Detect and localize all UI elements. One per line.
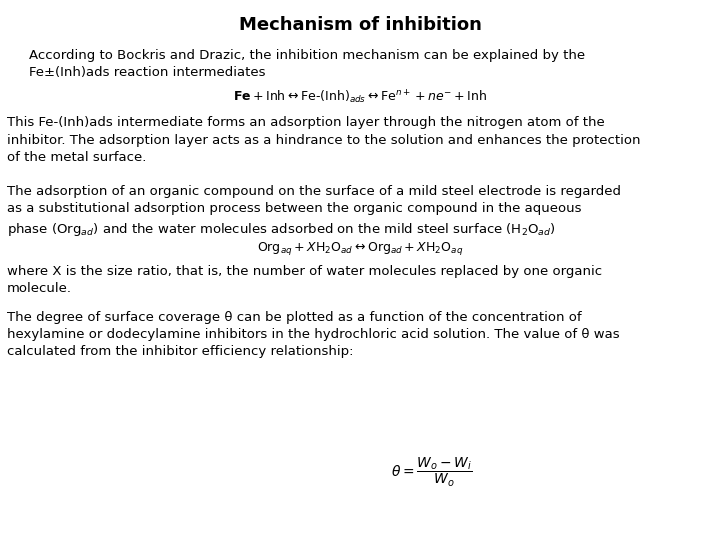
Text: Mechanism of inhibition: Mechanism of inhibition	[238, 16, 482, 34]
Text: This Fe-(Inh)ads intermediate forms an adsorption layer through the nitrogen ato: This Fe-(Inh)ads intermediate forms an a…	[7, 116, 641, 164]
Text: According to Bockris and Drazic, the inhibition mechanism can be explained by th: According to Bockris and Drazic, the inh…	[29, 49, 585, 62]
Text: $\mathrm{Org}_{aq} + X\mathrm{H_2O}_{ad} \leftrightarrow \mathrm{Org}_{ad} + X\m: $\mathrm{Org}_{aq} + X\mathrm{H_2O}_{ad}…	[257, 240, 463, 257]
Text: Fe±(Inh)ads reaction intermediates: Fe±(Inh)ads reaction intermediates	[29, 66, 265, 79]
Text: The adsorption of an organic compound on the surface of a mild steel electrode i: The adsorption of an organic compound on…	[7, 185, 621, 238]
Text: The degree of surface coverage θ can be plotted as a function of the concentrati: The degree of surface coverage θ can be …	[7, 310, 620, 359]
Text: $\mathbf{Fe} + \mathrm{Inh} \leftrightarrow \mathrm{Fe}\text{-}(\mathrm{Inh})_{a: $\mathbf{Fe} + \mathrm{Inh} \leftrightar…	[233, 89, 487, 106]
Text: where X is the size ratio, that is, the number of water molecules replaced by on: where X is the size ratio, that is, the …	[7, 265, 603, 295]
Text: $\theta = \dfrac{W_o - W_i}{W_o}$: $\theta = \dfrac{W_o - W_i}{W_o}$	[391, 456, 473, 489]
